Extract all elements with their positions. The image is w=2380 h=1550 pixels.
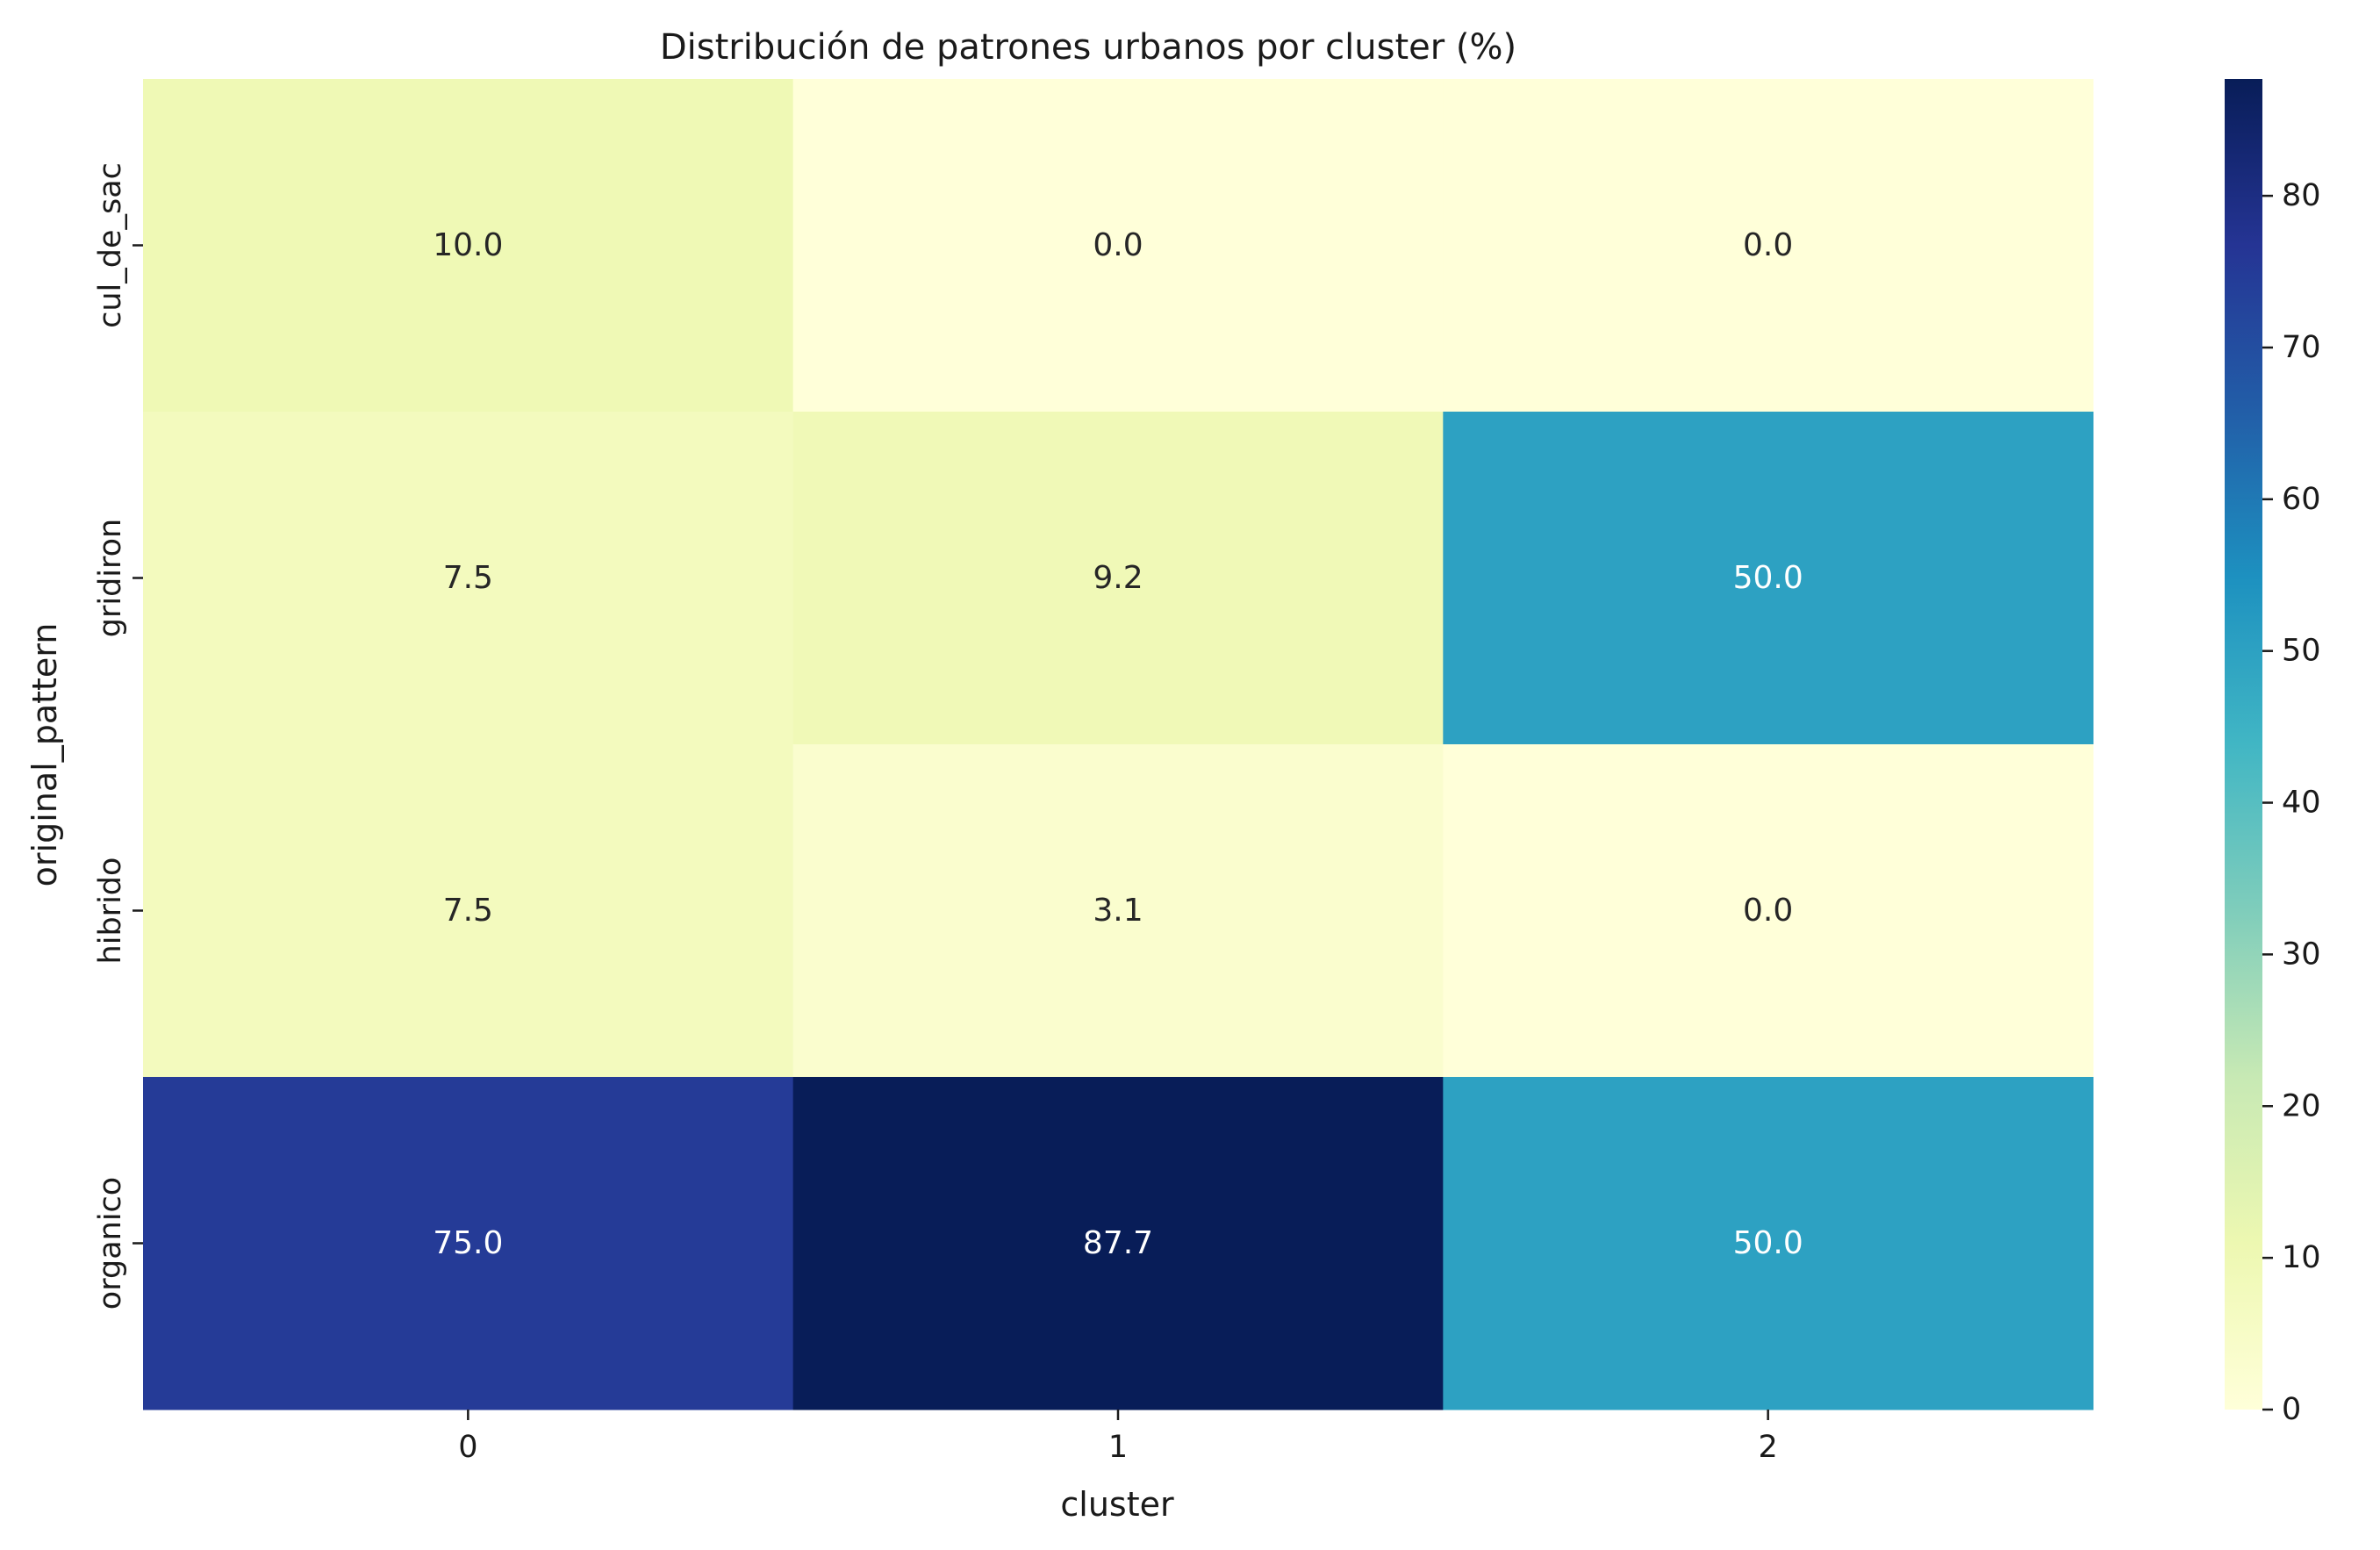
heatmap-cell	[792, 1077, 1444, 1410]
colorbar-tick-label: 40	[2282, 786, 2321, 821]
y-axis: cul_de_sac gridiron hibrido organico	[93, 162, 143, 1310]
colorbar-tick-label: 20	[2282, 1088, 2321, 1123]
cell-value-label: 7.5	[443, 893, 493, 929]
x-tick-label: 2	[1759, 1430, 1778, 1465]
colorbar-tick-label: 80	[2282, 178, 2321, 213]
heatmap-cell	[143, 412, 794, 745]
x-axis-label: cluster	[1060, 1485, 1174, 1524]
y-tick-label: cul_de_sac	[93, 162, 128, 328]
heatmap-cell	[1443, 1077, 2094, 1410]
colorbar-tick-label: 70	[2282, 330, 2321, 365]
cell-value-label: 0.0	[1743, 893, 1793, 929]
heatmap-cells	[143, 79, 2094, 1410]
cell-value-label: 3.1	[1093, 893, 1143, 929]
heatmap-cell	[792, 79, 1444, 413]
colorbar-tick-label: 0	[2282, 1392, 2301, 1427]
heatmap-cell	[1443, 744, 2094, 1078]
y-axis-label: original_pattern	[25, 623, 64, 887]
cell-value-label: 0.0	[1743, 227, 1793, 263]
x-tick-label: 1	[1108, 1430, 1128, 1465]
cell-value-label: 7.5	[443, 560, 493, 596]
heatmap-cell	[1443, 412, 2094, 745]
colorbar: 0 10 20 30 40 50 60 70 80	[2225, 79, 2321, 1427]
x-tick-label: 0	[458, 1430, 477, 1465]
heatmap-cell	[143, 79, 794, 413]
colorbar-gradient	[2225, 79, 2262, 1410]
colorbar-tick-label: 10	[2282, 1240, 2321, 1275]
colorbar-tick-label: 50	[2282, 634, 2321, 669]
y-tick-label: gridiron	[93, 519, 128, 638]
heatmap-cell	[792, 744, 1444, 1078]
colorbar-tick-label: 60	[2282, 482, 2321, 517]
y-tick-label: hibrido	[93, 858, 128, 965]
x-axis: 0 1 2	[458, 1410, 1778, 1465]
colorbar-tick-label: 30	[2282, 936, 2321, 972]
heatmap-cell	[1443, 79, 2094, 413]
heatmap-cell-labels: 10.0 0.0 0.0 7.5 9.2 50.0 7.5 3.1 0.0 75.0 87.7 50.…	[433, 227, 1803, 1261]
cell-value-label: 50.0	[1733, 1225, 1803, 1261]
cell-value-label: 10.0	[433, 227, 503, 263]
heatmap-cell	[792, 412, 1444, 745]
y-tick-label: organico	[93, 1177, 128, 1310]
chart-title: Distribución de patrones urbanos por clu…	[660, 27, 1516, 68]
heatmap-cell	[143, 1077, 794, 1410]
cell-value-label: 75.0	[433, 1225, 503, 1261]
cell-value-label: 50.0	[1733, 560, 1803, 596]
cell-value-label: 0.0	[1093, 227, 1143, 263]
heatmap-cell	[143, 744, 794, 1078]
cell-value-label: 9.2	[1093, 560, 1143, 596]
cell-value-label: 87.7	[1083, 1225, 1153, 1261]
